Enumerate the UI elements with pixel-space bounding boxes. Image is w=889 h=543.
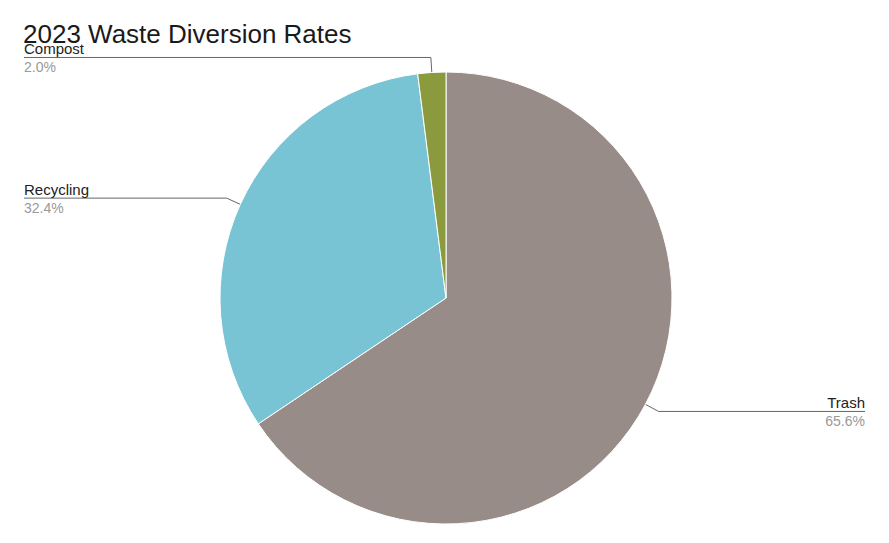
svg-text:Recycling: Recycling [24, 181, 89, 198]
svg-text:65.6%: 65.6% [825, 413, 865, 429]
svg-text:Trash: Trash [827, 394, 865, 411]
svg-text:32.4%: 32.4% [24, 200, 64, 216]
svg-text:2023 Waste Diversion Rates: 2023 Waste Diversion Rates [23, 19, 352, 49]
svg-text:2.0%: 2.0% [24, 59, 56, 75]
